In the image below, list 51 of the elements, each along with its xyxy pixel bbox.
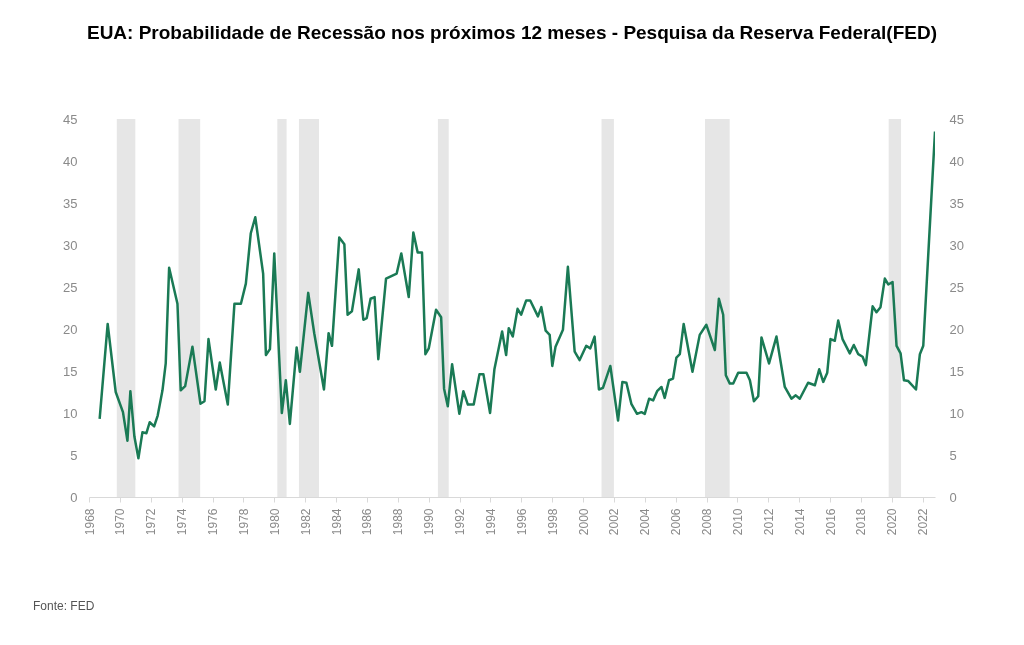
x-tick-label: 2004 bbox=[638, 508, 653, 536]
x-tick-label: 2020 bbox=[885, 508, 900, 536]
y-tick-label: 5 bbox=[70, 447, 78, 463]
y2-tick-label: 5 bbox=[949, 447, 957, 463]
x-tick-label: 1986 bbox=[360, 508, 375, 536]
x-tick-label: 1996 bbox=[514, 508, 529, 536]
x-tick-label: 1972 bbox=[144, 508, 159, 536]
x-tick-label: 1978 bbox=[236, 508, 251, 536]
y2-tick-label: 20 bbox=[949, 321, 964, 337]
x-tick-label: 1992 bbox=[453, 508, 468, 536]
x-tick-label: 1974 bbox=[175, 508, 190, 536]
x-tick-label: 1982 bbox=[298, 508, 313, 536]
y-tick-label: 45 bbox=[63, 111, 78, 127]
x-tick-label: 2000 bbox=[576, 508, 591, 536]
y-tick-label: 25 bbox=[63, 279, 78, 295]
x-tick-label: 2016 bbox=[823, 508, 838, 536]
y2-tick-label: 15 bbox=[949, 363, 964, 379]
x-tick-label: 1988 bbox=[391, 508, 406, 536]
y2-tick-label: 35 bbox=[949, 195, 964, 211]
x-tick-label: 2002 bbox=[607, 508, 622, 536]
x-tick-label: 2006 bbox=[669, 508, 684, 536]
y2-tick-label: 0 bbox=[949, 489, 957, 505]
x-tick-label: 1990 bbox=[422, 508, 437, 536]
x-tick-label: 1968 bbox=[82, 508, 97, 536]
y-tick-label: 30 bbox=[63, 237, 78, 253]
y2-tick-label: 25 bbox=[949, 279, 964, 295]
y-tick-label: 20 bbox=[63, 321, 78, 337]
line-series bbox=[98, 130, 935, 460]
y-tick-label: 40 bbox=[63, 153, 78, 169]
y2-tick-label: 45 bbox=[949, 111, 964, 127]
y-tick-label: 15 bbox=[63, 363, 78, 379]
x-tick-label: 1994 bbox=[483, 508, 498, 536]
chart-title: EUA: Probabilidade de Recessão nos próximos 12 meses - Pesquisa da Reserva Federal(FED) bbox=[85, 22, 938, 44]
y2-tick-label: 40 bbox=[949, 153, 964, 169]
x-tick-label: 2010 bbox=[730, 508, 745, 536]
x-tick-label: 2008 bbox=[700, 508, 715, 536]
y-tick-label: 0 bbox=[70, 489, 78, 505]
x-tick-label: 1998 bbox=[545, 508, 560, 536]
x-tick-label: 1970 bbox=[113, 508, 128, 536]
y2-tick-label: 10 bbox=[949, 405, 964, 421]
y-tick-label: 10 bbox=[63, 405, 78, 421]
x-tick-label: 1980 bbox=[267, 508, 282, 536]
x-tick-label: 1976 bbox=[206, 508, 220, 536]
x-tick-label: 1984 bbox=[329, 508, 344, 536]
x-tick-label: 2022 bbox=[916, 508, 931, 536]
y2-tick-label: 30 bbox=[949, 237, 964, 253]
x-tick-label: 2014 bbox=[792, 508, 807, 536]
source-note: Fonte: FED bbox=[33, 599, 95, 613]
x-tick-label: 2018 bbox=[854, 508, 869, 536]
x-tick-label: 2012 bbox=[761, 508, 776, 536]
y-tick-label: 35 bbox=[63, 195, 78, 211]
